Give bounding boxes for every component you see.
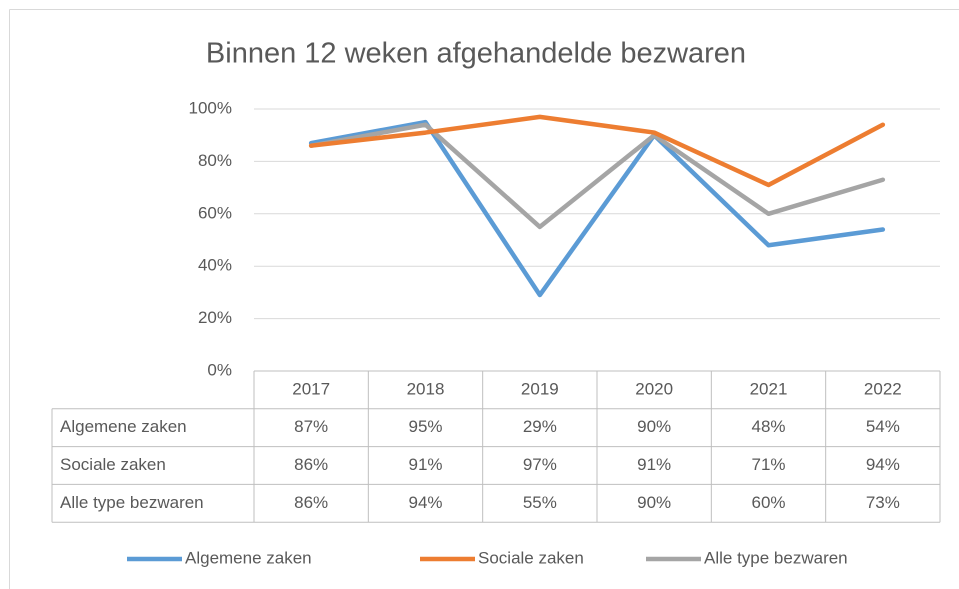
legend-label: Alle type bezwaren <box>704 548 848 567</box>
row-label: Algemene zaken <box>60 417 187 436</box>
table-value: 90% <box>637 417 671 436</box>
table-value: 86% <box>294 493 328 512</box>
table-value: 94% <box>866 455 900 474</box>
y-tick-label: 20% <box>198 308 232 327</box>
x-tick-label: 2020 <box>635 379 673 398</box>
series-line <box>308 119 886 298</box>
legend-label: Algemene zaken <box>185 548 312 567</box>
table-value: 48% <box>751 417 785 436</box>
x-tick-label: 2019 <box>521 379 559 398</box>
table-value: 91% <box>637 455 671 474</box>
table-value: 90% <box>637 493 671 512</box>
y-tick-label: 60% <box>198 203 232 222</box>
table-value: 29% <box>523 417 557 436</box>
chart-title: Binnen 12 weken afgehandelde bezwaren <box>206 38 746 70</box>
series-line <box>308 114 886 188</box>
table-value: 60% <box>751 493 785 512</box>
table-value: 87% <box>294 417 328 436</box>
y-tick-label: 100% <box>189 98 232 117</box>
table-value: 55% <box>523 493 557 512</box>
table-value: 71% <box>751 455 785 474</box>
x-tick-label: 2022 <box>864 379 902 398</box>
series-line <box>308 122 886 230</box>
row-label: Alle type bezwaren <box>60 493 204 512</box>
y-tick-label: 40% <box>198 256 232 275</box>
table-value: 73% <box>866 493 900 512</box>
table-value: 86% <box>294 455 328 474</box>
table-value: 95% <box>408 417 442 436</box>
table-value: 94% <box>408 493 442 512</box>
x-tick-label: 2017 <box>292 379 330 398</box>
x-tick-label: 2018 <box>407 379 445 398</box>
y-tick-label: 80% <box>198 151 232 170</box>
table-value: 91% <box>408 455 442 474</box>
legend-label: Sociale zaken <box>478 548 584 567</box>
table-value: 97% <box>523 455 557 474</box>
row-label: Sociale zaken <box>60 455 166 474</box>
x-tick-label: 2021 <box>750 379 788 398</box>
table-value: 54% <box>866 417 900 436</box>
y-tick-label: 0% <box>207 360 232 379</box>
